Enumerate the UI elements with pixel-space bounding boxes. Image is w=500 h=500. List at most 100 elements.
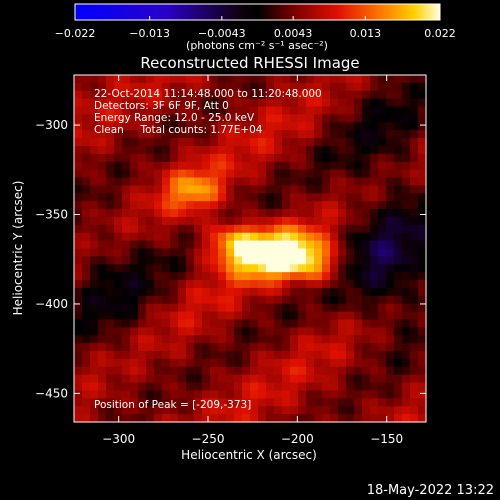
heatmap-cell <box>298 280 307 289</box>
heatmap-cell <box>194 390 203 399</box>
heatmap-cell <box>154 303 163 313</box>
heatmap-cell <box>146 114 155 123</box>
heatmap-cell <box>314 382 323 392</box>
heatmap-cell <box>282 224 291 234</box>
heatmap-cell <box>226 114 235 123</box>
heatmap-cell <box>298 351 307 360</box>
heatmap-cell <box>106 327 115 336</box>
heatmap-cell <box>82 287 91 297</box>
heatmap-cell <box>122 382 131 392</box>
heatmap-cell <box>362 248 371 257</box>
heatmap-cell <box>338 311 347 321</box>
heatmap-cell <box>298 319 307 328</box>
heatmap-cell <box>186 161 195 171</box>
heatmap-cell <box>394 295 403 305</box>
heatmap-cell <box>74 216 83 226</box>
heatmap-cell <box>74 75 83 84</box>
heatmap-cell <box>194 106 203 116</box>
heatmap-cell <box>362 185 371 194</box>
chart-title: Reconstructed RHESSI Image <box>140 54 359 72</box>
heatmap-cell <box>402 98 411 108</box>
heatmap-cell <box>338 106 347 116</box>
heatmap-cell <box>178 216 187 226</box>
heatmap-cell <box>282 130 291 139</box>
heatmap-cell <box>418 209 427 218</box>
heatmap-cell <box>82 177 91 187</box>
heatmap-cell <box>378 358 387 368</box>
heatmap-cell <box>106 311 115 321</box>
heatmap-cell <box>370 201 379 210</box>
heatmap-cell <box>298 106 307 116</box>
heatmap-cell <box>362 303 371 313</box>
heatmap-cell <box>298 287 307 297</box>
heatmap-cell <box>402 145 411 155</box>
heatmap-cell <box>266 382 275 392</box>
heatmap-cell <box>282 161 291 171</box>
heatmap-cell <box>162 351 171 360</box>
heatmap-cell <box>410 82 419 92</box>
heatmap-cell <box>178 90 187 100</box>
heatmap-cell <box>98 414 107 423</box>
heatmap-cell <box>90 295 99 305</box>
heatmap-cell <box>338 351 347 360</box>
heatmap-cell <box>274 366 283 376</box>
heatmap-cell <box>218 193 227 202</box>
annotation-clean-counts: Clean Total counts: 1.77E+04 <box>94 124 263 136</box>
heatmap-cell <box>306 351 315 360</box>
heatmap-cell <box>154 98 163 108</box>
heatmap-cell <box>186 343 195 352</box>
heatmap-cell <box>370 319 379 328</box>
heatmap-cell <box>170 138 179 147</box>
heatmap-cell <box>98 382 107 392</box>
heatmap-cell <box>266 256 275 265</box>
heatmap-cell <box>282 216 291 226</box>
heatmap-cell <box>338 130 347 139</box>
heatmap-cell <box>266 406 275 415</box>
heatmap-cell <box>210 319 219 328</box>
heatmap-cell <box>90 161 99 171</box>
heatmap-cell <box>402 390 411 399</box>
heatmap-cell <box>82 232 91 242</box>
heatmap-cell <box>386 327 395 336</box>
heatmap-cell <box>346 414 355 423</box>
heatmap-cell <box>154 256 163 265</box>
heatmap-cell <box>282 351 291 360</box>
heatmap-cell <box>250 264 259 273</box>
heatmap-cell <box>354 240 363 250</box>
heatmap-cell <box>210 209 219 218</box>
heatmap-cell <box>186 114 195 123</box>
heatmap-cell <box>146 319 155 328</box>
heatmap-cell <box>258 343 267 352</box>
heatmap-cell <box>258 90 267 100</box>
plot-area <box>73 74 427 423</box>
heatmap-cell <box>410 319 419 328</box>
heatmap-cell <box>170 240 179 250</box>
heatmap-cell <box>138 358 147 368</box>
heatmap-cell <box>394 201 403 210</box>
heatmap-cell <box>106 406 115 415</box>
heatmap-cell <box>90 335 99 344</box>
heatmap-cell <box>146 287 155 297</box>
heatmap-cell <box>290 374 299 384</box>
heatmap-cell <box>130 153 139 163</box>
heatmap-cell <box>266 343 275 352</box>
heatmap-cell <box>226 177 235 187</box>
heatmap-cell <box>226 145 235 155</box>
heatmap-cell <box>138 374 147 384</box>
heatmap-cell <box>250 406 259 415</box>
heatmap-cell <box>338 335 347 344</box>
heatmap-cell <box>306 201 315 210</box>
heatmap-cell <box>418 138 427 147</box>
heatmap-cell <box>74 319 83 328</box>
heatmap-cell <box>378 114 387 123</box>
heatmap-cell <box>282 209 291 218</box>
heatmap-cell <box>170 161 179 171</box>
heatmap-cell <box>346 327 355 336</box>
heatmap-cell <box>82 390 91 399</box>
heatmap-cell <box>346 398 355 407</box>
heatmap-cell <box>314 351 323 360</box>
heatmap-cell <box>210 193 219 202</box>
heatmap-cell <box>330 374 339 384</box>
heatmap-cell <box>322 327 331 336</box>
heatmap-cell <box>274 374 283 384</box>
